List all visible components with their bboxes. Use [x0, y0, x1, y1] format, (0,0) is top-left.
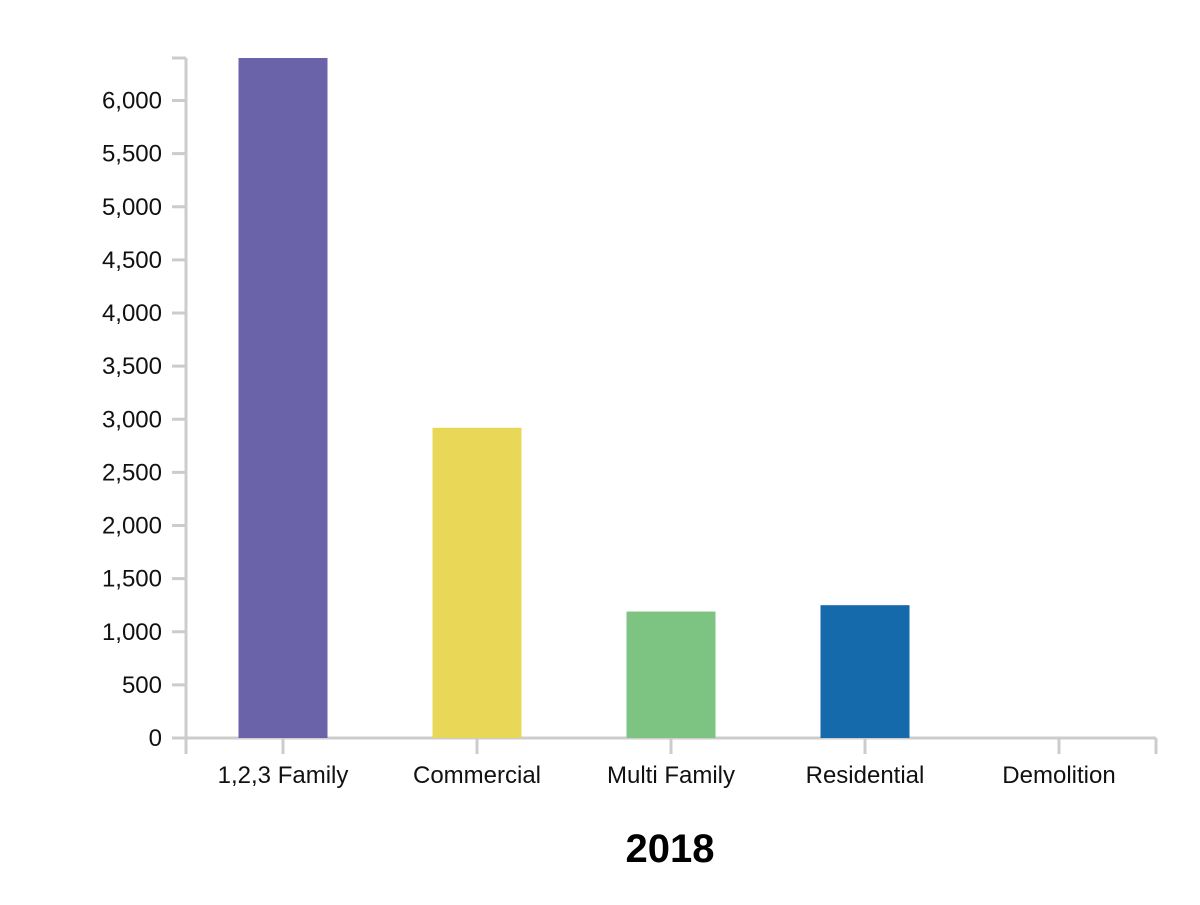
y-tick-label: 1,000	[102, 619, 162, 646]
y-tick-label: 4,500	[102, 247, 162, 274]
x-category-label: Commercial	[413, 762, 541, 789]
bar-multi-family	[626, 611, 716, 738]
y-tick-label: 0	[149, 725, 162, 752]
x-category-label: Demolition	[1002, 762, 1115, 789]
bar-commercial	[432, 427, 522, 738]
bars-group	[238, 58, 910, 738]
y-tick-label: 5,500	[102, 141, 162, 168]
y-axis: 0 500 1,000 1,500 2,000 2,500 3,000 3,500 4,000 4…	[102, 56, 188, 752]
bar-1-2-3-family	[238, 58, 328, 738]
x-category-label: 1,2,3 Family	[218, 762, 349, 789]
x-axis: 1,2,3 Family Commercial Multi Family Reside…	[184, 736, 1158, 789]
y-tick-label: 5,000	[102, 194, 162, 221]
bar-residential	[820, 605, 910, 738]
x-category-label: Residential	[806, 762, 925, 789]
y-tick-label: 3,000	[102, 406, 162, 433]
y-tick-label: 2,000	[102, 513, 162, 540]
y-tick-label: 500	[122, 672, 162, 699]
y-tick-label: 3,500	[102, 353, 162, 380]
y-tick-label: 2,500	[102, 459, 162, 486]
y-tick-label: 6,000	[102, 88, 162, 115]
y-tick-label: 1,500	[102, 566, 162, 593]
x-axis-title: 2018	[626, 827, 715, 871]
y-tick-label: 4,000	[102, 300, 162, 327]
x-category-label: Multi Family	[607, 762, 735, 789]
